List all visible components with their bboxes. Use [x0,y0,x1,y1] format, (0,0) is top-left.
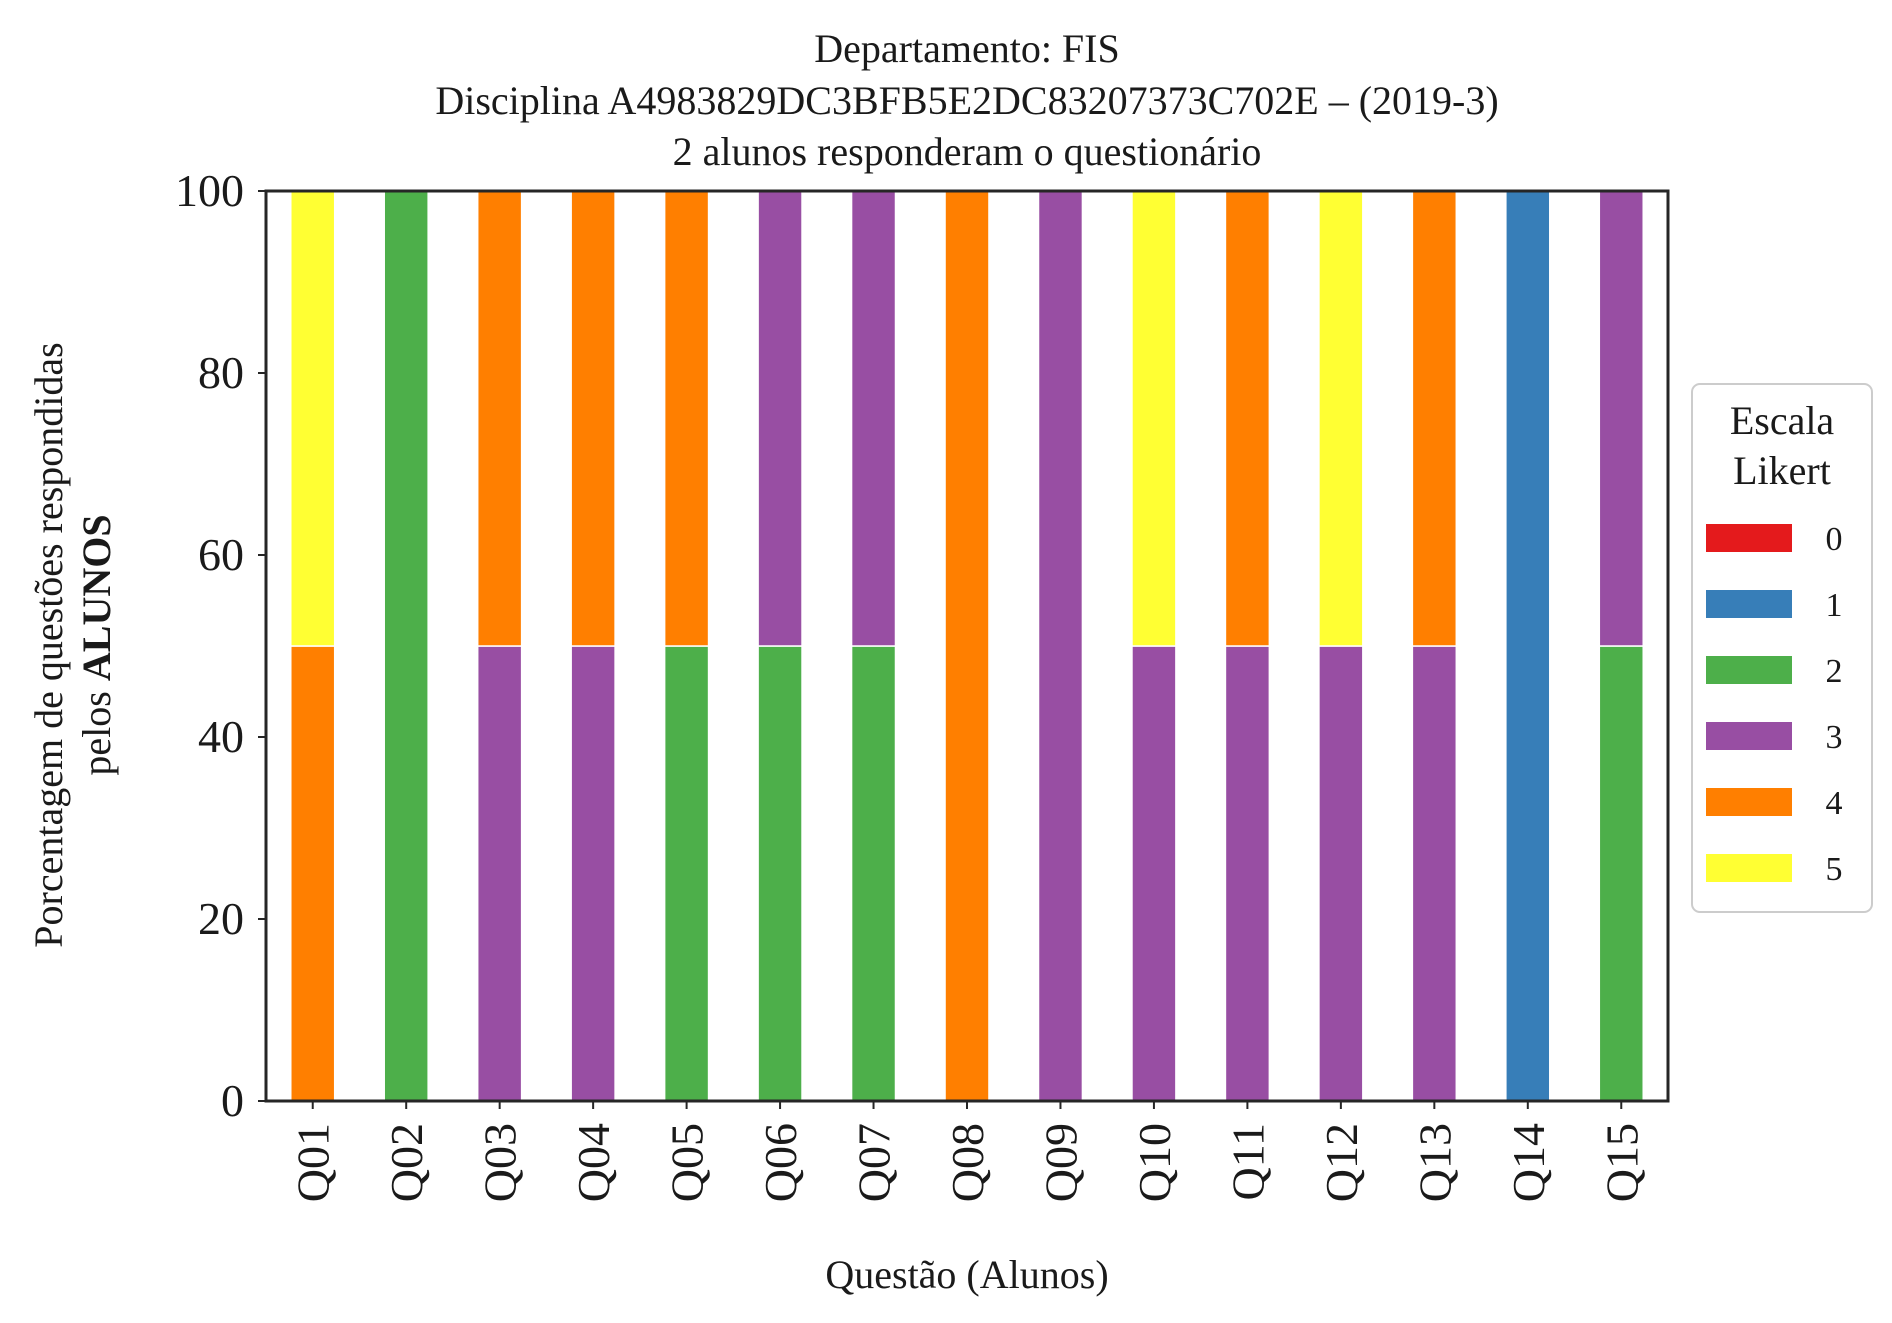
x-tick-label-q14: Q14 [1503,1123,1554,1202]
bar-q15-scale-2 [1598,645,1644,1102]
legend-swatch-0 [1706,524,1792,552]
legend-swatch-4 [1706,788,1792,816]
legend-label-5: 5 [1826,851,1843,888]
x-tick-label-q11: Q11 [1222,1123,1273,1201]
x-tick-label-q08: Q08 [942,1123,993,1202]
chart-title: Departamento: FIS [814,26,1120,71]
x-tick-label-q02: Q02 [381,1123,432,1202]
bar-q09-scale-3 [1037,190,1084,1102]
bar-q07-scale-3 [850,190,897,647]
bar-q11-scale-3 [1224,645,1271,1102]
y-axis-label-bold: ALUNOS [74,514,119,681]
bar-q02-scale-2 [383,190,429,1102]
bar-q03-scale-3 [476,645,523,1102]
bar-q13-scale-3 [1411,645,1458,1102]
bar-q05-scale-4 [663,190,710,647]
legend-swatch-1 [1706,590,1792,618]
legend-items: 0 1 2 3 4 5 [1706,521,1843,888]
legend: Escala Likert 0 1 2 3 4 5 [1691,383,1873,913]
y-tick-label-40: 40 [198,711,244,762]
legend-swatch-3 [1706,722,1792,750]
legend-label-0: 0 [1826,521,1843,558]
y-axis-label-prefix: pelos [74,681,119,775]
x-tick-label-q05: Q05 [662,1123,713,1202]
x-ticks: Q01 Q02 Q03 Q04 Q05 Q06 Q07 Q08 Q09 Q10 Q11 Q12 Q13 Q… [288,1101,1647,1202]
y-axis-label-line2: pelos ALUNOS [74,514,119,775]
x-tick-label-q07: Q07 [849,1123,900,1202]
x-tick-label-q09: Q09 [1035,1123,1086,1202]
legend-label-2: 2 [1826,653,1843,690]
bar-q03-scale-4 [476,190,523,647]
legend-label-3: 3 [1826,719,1843,756]
y-tick-label-80: 80 [198,347,244,398]
chart-subtitle-2: 2 alunos responderam o questionário [673,129,1262,174]
x-tick-label-q06: Q06 [755,1123,806,1202]
x-axis-label: Questão (Alunos) [825,1252,1108,1297]
bar-q01-scale-5 [290,190,336,647]
bar-q01-scale-4 [290,645,336,1102]
legend-swatch-5 [1706,854,1792,882]
y-axis-label-line1: Porcentagem de questões respondidas [26,342,71,947]
y-axis-label: Porcentagem de questões respondidas pelo… [26,342,119,947]
bar-q06-scale-2 [757,645,803,1102]
bar-q13-scale-4 [1411,190,1458,647]
bar-q07-scale-2 [850,645,897,1102]
legend-title-line1: Escala [1730,398,1835,443]
bar-q10-scale-3 [1131,645,1177,1102]
x-tick-label-q04: Q04 [568,1123,619,1202]
bar-q11-scale-4 [1224,190,1271,647]
x-tick-label-q03: Q03 [475,1123,526,1202]
bar-q04-scale-3 [570,645,616,1102]
legend-swatch-2 [1706,656,1792,684]
chart-subtitle: Disciplina A4983829DC3BFB5E2DC83207373C7… [435,78,1498,123]
plot-frame [264,189,1670,1103]
x-tick-label-q10: Q10 [1129,1123,1180,1202]
bar-q05-scale-2 [663,645,710,1102]
legend-label-4: 4 [1826,785,1843,822]
bar-q08-scale-4 [944,190,990,1102]
bar-q12-scale-3 [1318,645,1364,1102]
bar-q10-scale-5 [1131,190,1177,647]
x-tick-label-q13: Q13 [1409,1123,1460,1202]
x-tick-label-q15: Q15 [1596,1123,1647,1202]
bar-q12-scale-5 [1318,190,1364,647]
y-tick-label-100: 100 [175,165,244,216]
x-tick-label-q01: Q01 [288,1123,339,1202]
bars-layer [290,190,1644,1102]
y-tick-label-60: 60 [198,529,244,580]
bar-q04-scale-4 [570,190,616,647]
legend-label-1: 1 [1826,587,1843,624]
legend-box [1691,383,1873,913]
bar-q15-scale-3 [1598,190,1644,647]
y-tick-label-0: 0 [221,1075,244,1126]
y-tick-label-20: 20 [198,893,244,944]
bar-q14-scale-1 [1505,190,1551,1102]
legend-title-line2: Likert [1733,448,1831,493]
x-tick-label-q12: Q12 [1316,1123,1367,1202]
bar-q06-scale-3 [757,190,803,647]
y-ticks: 0 20 40 60 80 100 [175,165,266,1126]
